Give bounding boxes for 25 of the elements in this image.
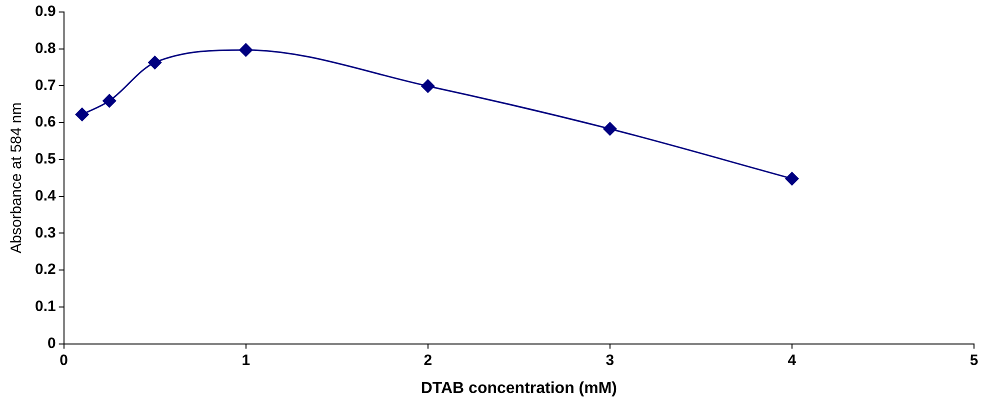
y-tick-label: 0.6 <box>34 114 56 131</box>
x-tick-label: 3 <box>606 352 614 369</box>
y-tick-label: 0.3 <box>34 224 56 242</box>
y-tick-label: 0.4 <box>34 187 56 204</box>
point <box>102 94 116 108</box>
y-tick-label: 0.8 <box>34 40 56 58</box>
x-tick-label: 5 <box>970 352 978 369</box>
y-tick-label: 0.1 <box>34 298 56 316</box>
point <box>421 79 435 93</box>
y-tick-label: 0 <box>48 334 56 352</box>
y-axis-title: Absorbance at 584 nm <box>8 102 26 254</box>
point <box>785 172 799 186</box>
y-tick-label: 0.5 <box>34 150 56 168</box>
point <box>148 56 162 70</box>
point <box>603 122 617 136</box>
x-axis-title: DTAB concentration (mM) <box>420 380 617 397</box>
y-tick-label: 0.2 <box>34 261 56 278</box>
point <box>239 43 253 57</box>
x-tick-label: 0 <box>60 352 68 369</box>
x-tick-label: 1 <box>242 352 250 369</box>
y-tick-label: 0.9 <box>34 3 56 20</box>
point <box>75 108 89 122</box>
x-tick-label: 4 <box>788 352 797 369</box>
x-tick-label: 2 <box>424 352 432 369</box>
y-tick-label: 0.7 <box>34 76 56 94</box>
